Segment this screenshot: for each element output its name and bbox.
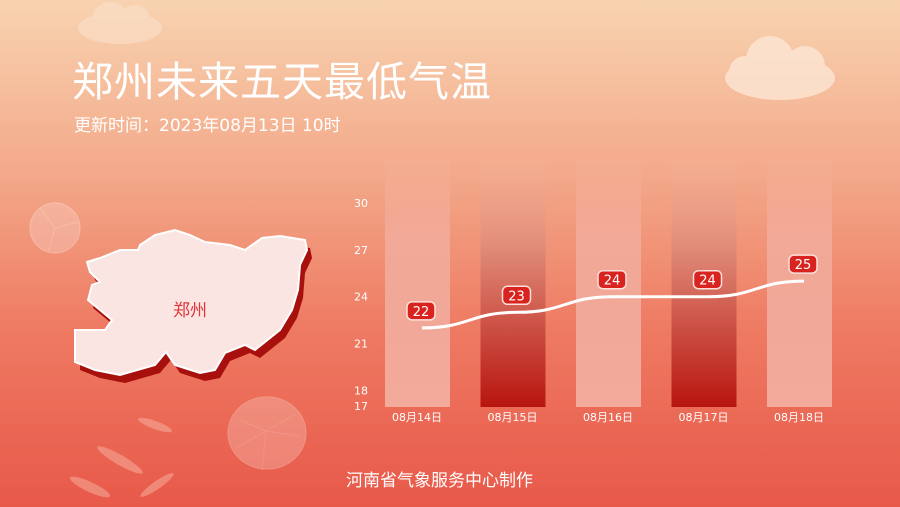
data-label-badge: [692, 269, 723, 290]
x-tick-label: 08月14日: [392, 411, 442, 424]
data-label: 24: [699, 274, 716, 289]
y-tick-label: 30: [354, 197, 368, 210]
page-title: 郑州未来五天最低气温: [72, 58, 492, 106]
map-shape: [74, 228, 309, 377]
y-tick-label: 24: [354, 291, 368, 304]
data-label-badge: [788, 254, 818, 274]
zhengzhou-map[interactable]: [74, 228, 312, 383]
lotus-leaf-icon: [29, 202, 81, 254]
footer-credit: 河南省气象服务中心制作: [346, 471, 533, 491]
data-label-badge: [406, 301, 436, 321]
data-label-badge: [597, 269, 627, 290]
update-time: 更新时间：2023年08月13日 10时: [74, 116, 341, 136]
x-tick-label: 08月18日: [774, 411, 824, 424]
y-tick-label: 17: [354, 400, 368, 413]
column-bar: [385, 160, 450, 407]
data-label: 23: [508, 289, 525, 304]
data-label-badge: [501, 285, 532, 306]
y-tick-label: 27: [354, 244, 368, 257]
cloud-icon: [725, 36, 835, 100]
y-tick-label: 18: [354, 384, 368, 397]
lotus-leaf-icon: [227, 396, 307, 471]
column-bar: [480, 160, 546, 407]
cloud-icon: [78, 2, 162, 44]
koi-fish-icon: [69, 417, 174, 498]
data-label: 22: [413, 305, 430, 320]
map-region-label: 郑州: [173, 301, 207, 321]
temperature-line: [421, 279, 805, 330]
data-label: 24: [604, 274, 621, 289]
x-tick-label: 08月15日: [488, 411, 538, 424]
x-tick-label: 08月17日: [679, 411, 729, 424]
data-label: 25: [795, 258, 812, 273]
y-tick-label: 21: [354, 338, 368, 351]
x-tick-label: 08月16日: [583, 411, 633, 424]
